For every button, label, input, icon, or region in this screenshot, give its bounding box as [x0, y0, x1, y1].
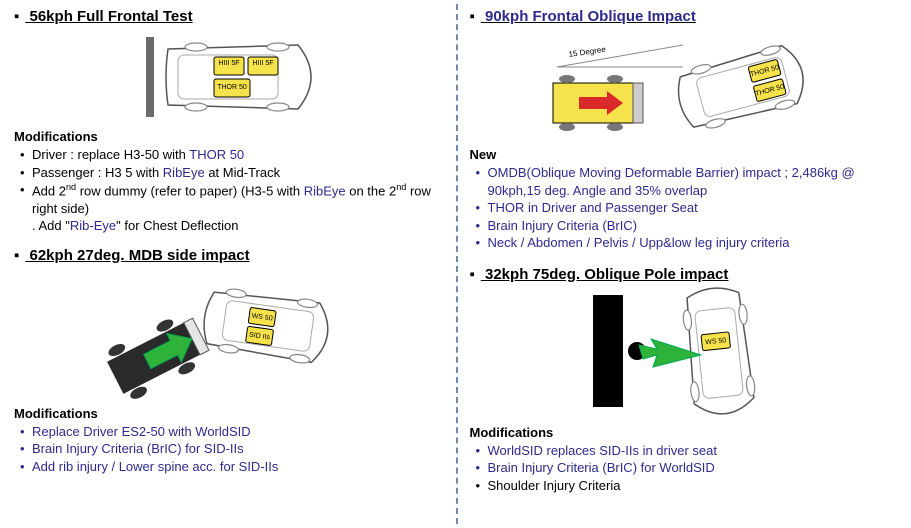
t: row dummy (refer to paper) (H3-5 with — [76, 183, 304, 198]
title-text: 56kph Full Frontal Test — [30, 8, 193, 25]
t: Driver : replace H3-50 with — [32, 147, 189, 162]
barrier-wall — [146, 37, 154, 117]
t: . Add " — [32, 218, 70, 233]
mod-item: Shoulder Injury Criteria — [476, 477, 898, 495]
mod-list: WorldSID replaces SID-IIs in driver seat… — [470, 442, 898, 495]
mod-item: Replace Driver ES2-50 with WorldSID — [20, 423, 442, 441]
title-text: 90kph Frontal Oblique Impact — [485, 8, 696, 25]
mod-item: THOR in Driver and Passenger Seat — [476, 199, 898, 217]
mod-item: Add 2nd row dummy (refer to paper) (H3-5… — [20, 181, 442, 217]
mod-item: Passenger : H3 5 with RibEye at Mid-Trac… — [20, 164, 442, 182]
frontal-diagram-svg: HIII 5F HIII 5F THOR 50 — [118, 31, 338, 123]
mod-item: Brain Injury Criteria (BrIC) for SID-IIs — [20, 440, 442, 458]
diagram-pole: WS 50 — [470, 289, 898, 419]
panel-mdb-62: ▪ 62kph 27deg. MDB side impact — [14, 247, 442, 476]
mod-item: Brain Injury Criteria (BrIC) — [476, 217, 898, 235]
mod-heading: Modifications — [14, 406, 442, 421]
t: Add 2 — [32, 183, 66, 198]
dummy-label: THOR 50 — [217, 84, 247, 91]
mod-item: Neck / Abdomen / Pelvis / Upp&low leg in… — [476, 234, 898, 252]
title-text: 32kph 75deg. Oblique Pole impact — [485, 266, 728, 283]
t: nd — [66, 182, 76, 192]
t: on the 2 — [346, 183, 397, 198]
dummy-label: HIII 5F — [218, 60, 239, 67]
mod-heading: Modifications — [14, 129, 442, 144]
mod-item: WorldSID replaces SID-IIs in driver seat — [476, 442, 898, 460]
mdb-diagram-svg: WS 50 SID IIs — [98, 270, 358, 400]
panel-frontal-56: ▪ 56kph Full Frontal Test HIII 5F — [14, 8, 442, 233]
car-topdown: THOR 50 THOR 50 — [672, 40, 810, 134]
mod-item: Driver : replace H3-50 with THOR 50 — [20, 146, 442, 164]
car-topdown: WS 50 SID IIs — [200, 285, 332, 366]
right-column: ▪ 90kph Frontal Oblique Impact 15 Degree — [456, 0, 911, 528]
car-topdown: WS 50 — [681, 285, 758, 417]
pole-column — [593, 295, 623, 407]
dummy-label: HIII 5F — [252, 60, 273, 67]
panel-title: ▪ 90kph Frontal Oblique Impact — [470, 8, 898, 25]
title-bullet-icon: ▪ — [14, 8, 19, 25]
t: Rib-Eye — [70, 218, 116, 233]
mod-list: OMDB(Oblique Moving Deformable Barrier) … — [470, 164, 898, 252]
pole-diagram-svg: WS 50 — [563, 289, 803, 419]
omdb-cart — [553, 75, 643, 131]
title-bullet-icon: ▪ — [470, 266, 475, 283]
title-bullet-icon: ▪ — [470, 8, 475, 25]
t: nd — [396, 182, 406, 192]
t: RibEye — [163, 165, 205, 180]
diagram-oblique: 15 Degree — [470, 31, 898, 141]
mod-heading: Modifications — [470, 425, 898, 440]
car-topdown: HIII 5F HIII 5F THOR 50 — [166, 43, 311, 111]
mod-heading: New — [470, 147, 898, 162]
mod-item-extra: . Add "Rib-Eye" for Chest Deflection — [14, 218, 442, 233]
panel-title: ▪ 32kph 75deg. Oblique Pole impact — [470, 266, 898, 283]
t: RibEye — [304, 183, 346, 198]
title-bullet-icon: ▪ — [14, 247, 19, 264]
mdb-cart — [102, 308, 214, 403]
panel-title: ▪ 62kph 27deg. MDB side impact — [14, 247, 442, 264]
mod-list: Replace Driver ES2-50 with WorldSID Brai… — [14, 423, 442, 476]
title-text: 62kph 27deg. MDB side impact — [30, 247, 250, 264]
mod-item: Brain Injury Criteria (BrIC) for WorldSI… — [476, 459, 898, 477]
column-divider — [456, 4, 458, 524]
panel-pole-32: ▪ 32kph 75deg. Oblique Pole impact — [470, 266, 898, 495]
t: Passenger : H3 5 with — [32, 165, 163, 180]
mod-item: Add rib injury / Lower spine acc. for SI… — [20, 458, 442, 476]
t: THOR 50 — [189, 147, 244, 162]
diagram-frontal: HIII 5F HIII 5F THOR 50 — [14, 31, 442, 123]
page: ▪ 56kph Full Frontal Test HIII 5F — [0, 0, 911, 528]
t: at Mid-Track — [205, 165, 280, 180]
oblique-diagram-svg: 15 Degree — [533, 31, 833, 141]
diagram-mdb-side: WS 50 SID IIs — [14, 270, 442, 400]
panel-title: ▪ 56kph Full Frontal Test — [14, 8, 442, 25]
angle-label: 15 Degree — [568, 45, 607, 59]
mod-item: OMDB(Oblique Moving Deformable Barrier) … — [476, 164, 898, 199]
t: " for Chest Deflection — [116, 218, 238, 233]
left-column: ▪ 56kph Full Frontal Test HIII 5F — [0, 0, 456, 528]
mod-list: Driver : replace H3-50 with THOR 50 Pass… — [14, 146, 442, 218]
panel-oblique-90: ▪ 90kph Frontal Oblique Impact 15 Degree — [470, 8, 898, 252]
